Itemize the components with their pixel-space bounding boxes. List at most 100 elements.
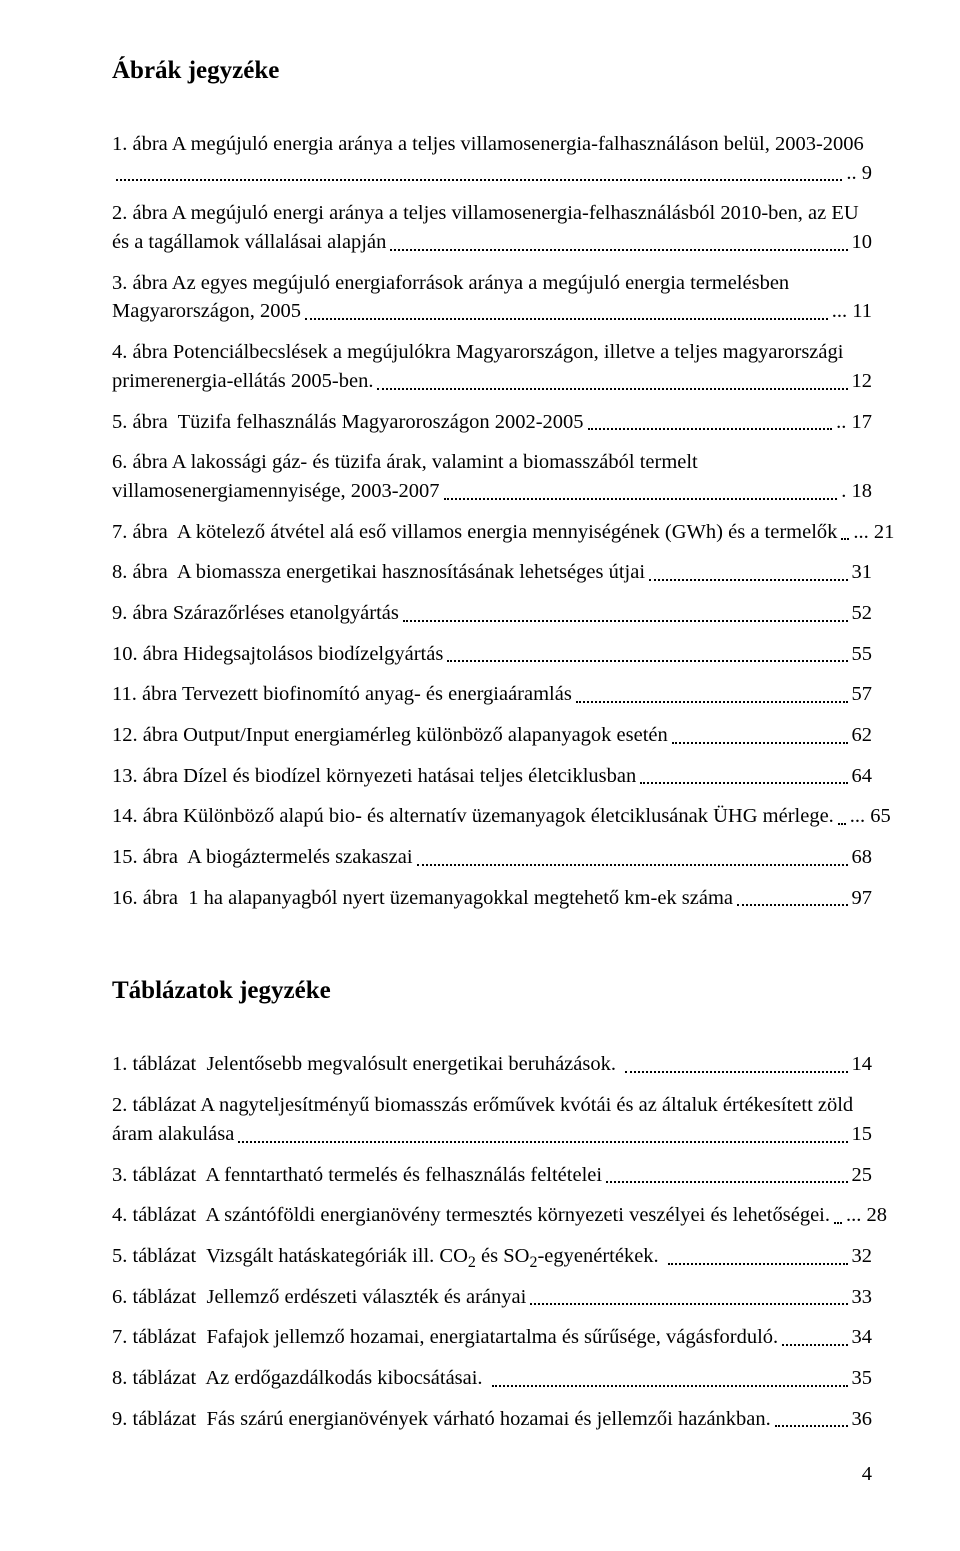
toc-page-number: 32	[852, 1242, 873, 1271]
toc-leader	[238, 1141, 847, 1143]
toc-entry: 10. ábra Hidegsajtolásos biodízelgyártás…	[112, 640, 872, 669]
toc-entry-label: villamosenergiamennyisége, 2003-2007	[112, 477, 440, 506]
toc-entry: 13. ábra Dízel és biodízel környezeti ha…	[112, 762, 872, 791]
toc-leader	[672, 742, 848, 744]
toc-entry: 5. táblázat Vizsgált hatáskategóriák ill…	[112, 1242, 872, 1271]
toc-entry-label: 6. táblázat Jellemző erdészeti választék…	[112, 1283, 526, 1312]
toc-entry: 4. táblázat A szántóföldi energianövény …	[112, 1201, 872, 1230]
toc-entry-label: 15. ábra A biogáztermelés szakaszai	[112, 843, 413, 872]
toc-page-number: 15	[852, 1120, 873, 1149]
toc-entry: 5. ábra Tüzifa felhasználás Magyaroroszá…	[112, 408, 872, 437]
toc-entry: 1. ábra A megújuló energia aránya a telj…	[112, 130, 872, 187]
toc-entry-label: 7. ábra A kötelező átvétel alá eső villa…	[112, 518, 837, 547]
toc-entry-line: 6. ábra A lakossági gáz- és tüzifa árak,…	[112, 448, 872, 477]
toc-entry: 14. ábra Különböző alapú bio- és alterna…	[112, 802, 872, 831]
toc-page-number: 36	[852, 1405, 873, 1434]
toc-entry-label: 8. ábra A biomassza energetikai hasznosí…	[112, 558, 645, 587]
toc-leader	[417, 864, 848, 866]
toc-leader	[606, 1181, 847, 1183]
toc-entry: 11. ábra Tervezett biofinomító anyag- és…	[112, 680, 872, 709]
toc-entry-label: 3. táblázat A fenntartható termelés és f…	[112, 1161, 602, 1190]
toc-entry: 16. ábra 1 ha alapanyagból nyert üzemany…	[112, 884, 872, 913]
toc-entry-label: áram alakulása	[112, 1120, 234, 1149]
toc-entry-label: 7. táblázat Fafajok jellemző hozamai, en…	[112, 1323, 778, 1352]
toc-leader	[305, 318, 828, 320]
toc-entry-line: 1. ábra A megújuló energia aránya a telj…	[112, 130, 872, 159]
toc-entry-line: 2. táblázat A nagyteljesítményű biomassz…	[112, 1091, 872, 1120]
toc-entry-label: 13. ábra Dízel és biodízel környezeti ha…	[112, 762, 636, 791]
toc-entry-label: primerenergia-ellátás 2005-ben.	[112, 367, 373, 396]
toc-page-number: 33	[852, 1283, 873, 1312]
toc-entry: 3. ábra Az egyes megújuló energiaforráso…	[112, 269, 872, 326]
toc-leader	[492, 1385, 848, 1387]
toc-entry: 3. táblázat A fenntartható termelés és f…	[112, 1161, 872, 1190]
toc-entry-label: 9. ábra Szárazőrléses etanolgyártás	[112, 599, 399, 628]
toc-entry-label: 5. ábra Tüzifa felhasználás Magyaroroszá…	[112, 408, 584, 437]
toc-entry-line: 4. ábra Potenciálbecslések a megújulókra…	[112, 338, 872, 367]
toc-entry-label: 11. ábra Tervezett biofinomító anyag- és…	[112, 680, 572, 709]
toc-page-number: 68	[852, 843, 873, 872]
toc-page-number: 52	[852, 599, 873, 628]
toc-leader	[737, 904, 847, 906]
toc-page-number: 34	[852, 1323, 873, 1352]
toc-leader	[377, 388, 847, 390]
toc-leader	[782, 1344, 847, 1346]
toc-page-number: ... 21	[853, 518, 894, 547]
toc-entry: 9. táblázat Fás szárú energianövények vá…	[112, 1405, 872, 1434]
toc-entry: 6. ábra A lakossági gáz- és tüzifa árak,…	[112, 448, 872, 505]
toc-entry-line: 2. ábra A megújuló energi aránya a telje…	[112, 199, 872, 228]
toc-entry: 15. ábra A biogáztermelés szakaszai 68	[112, 843, 872, 872]
toc-page-number: 10	[852, 228, 873, 257]
toc-page-number: . 18	[841, 477, 872, 506]
toc-page-number: 31	[852, 558, 873, 587]
toc-page-number: .. 17	[836, 408, 872, 437]
toc-leader	[775, 1425, 848, 1427]
toc-entry-label: 9. táblázat Fás szárú energianövények vá…	[112, 1405, 771, 1434]
toc-leader	[116, 179, 842, 181]
toc-entry-label: 14. ábra Különböző alapú bio- és alterna…	[112, 802, 834, 831]
toc-entry-label: 12. ábra Output/Input energiamérleg külö…	[112, 721, 668, 750]
toc-leader	[841, 538, 849, 540]
toc-entry-label: Magyarországon, 2005	[112, 297, 301, 326]
toc-entry-label: 1. táblázat Jelentősebb megvalósult ener…	[112, 1050, 621, 1079]
toc-leader	[403, 620, 848, 622]
toc-page-number: .. 9	[846, 159, 872, 188]
toc-page-number: 12	[852, 367, 873, 396]
toc-leader	[390, 249, 847, 251]
toc-entry: 4. ábra Potenciálbecslések a megújulókra…	[112, 338, 872, 395]
toc-entry-label: 4. táblázat A szántóföldi energianövény …	[112, 1201, 830, 1230]
toc-entry-label: és a tagállamok vállalásai alapján	[112, 228, 386, 257]
toc-leader	[640, 782, 847, 784]
toc-entry: 12. ábra Output/Input energiamérleg külö…	[112, 721, 872, 750]
page-container: Ábrák jegyzéke 1. ábra A megújuló energi…	[0, 0, 960, 1526]
figures-list: 1. ábra A megújuló energia aránya a telj…	[112, 130, 872, 912]
toc-entry: 9. ábra Szárazőrléses etanolgyártás 52	[112, 599, 872, 628]
toc-page-number: 97	[852, 884, 873, 913]
figures-heading: Ábrák jegyzéke	[112, 56, 872, 86]
toc-page-number: 62	[852, 721, 873, 750]
toc-leader	[447, 660, 847, 662]
toc-leader	[530, 1303, 847, 1305]
toc-entry: 2. táblázat A nagyteljesítményű biomassz…	[112, 1091, 872, 1148]
toc-leader	[576, 701, 848, 703]
toc-page-number: 35	[852, 1364, 873, 1393]
toc-leader	[588, 428, 833, 430]
toc-page-number: 57	[852, 680, 873, 709]
toc-entry-label: 5. táblázat Vizsgált hatáskategóriák ill…	[112, 1242, 664, 1271]
toc-leader	[668, 1263, 848, 1265]
toc-page-number: 64	[852, 762, 873, 791]
toc-page-number: 55	[852, 640, 873, 669]
toc-entry-label: 8. táblázat Az erdőgazdálkodás kibocsátá…	[112, 1364, 488, 1393]
toc-entry: 7. táblázat Fafajok jellemző hozamai, en…	[112, 1323, 872, 1352]
toc-leader	[444, 498, 838, 500]
toc-page-number: 25	[852, 1161, 873, 1190]
toc-entry-line: 3. ábra Az egyes megújuló energiaforráso…	[112, 269, 872, 298]
toc-entry: 7. ábra A kötelező átvétel alá eső villa…	[112, 518, 872, 547]
toc-entry-label: 10. ábra Hidegsajtolásos biodízelgyártás	[112, 640, 443, 669]
toc-leader	[625, 1071, 847, 1073]
toc-entry: 8. táblázat Az erdőgazdálkodás kibocsátá…	[112, 1364, 872, 1393]
toc-leader	[838, 823, 846, 825]
toc-leader	[649, 579, 847, 581]
toc-page-number: ... 65	[850, 802, 891, 831]
toc-page-number: ... 28	[846, 1201, 887, 1230]
